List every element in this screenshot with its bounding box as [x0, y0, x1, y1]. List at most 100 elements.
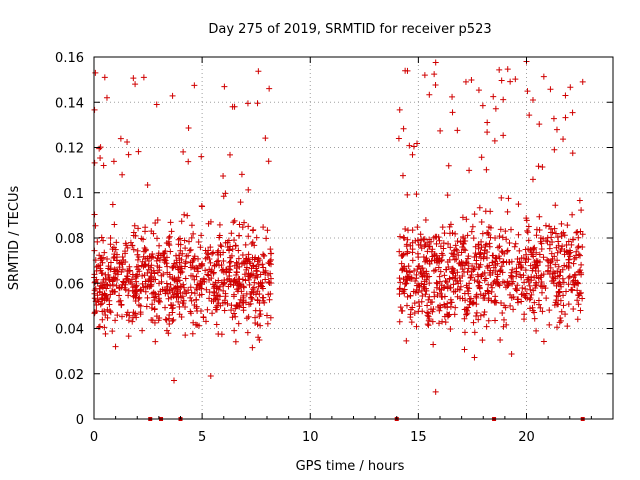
data-point	[547, 86, 554, 93]
data-point	[505, 195, 512, 202]
data-point	[479, 230, 486, 237]
data-point	[119, 253, 126, 260]
data-point	[183, 253, 190, 260]
data-point	[194, 265, 201, 272]
data-point	[241, 219, 248, 226]
data-point	[467, 295, 474, 302]
data-point	[235, 255, 242, 262]
data-point	[177, 283, 184, 290]
data-point	[473, 257, 480, 264]
data-point	[138, 288, 145, 295]
data-point	[191, 276, 198, 283]
data-point	[151, 306, 158, 313]
data-point	[230, 282, 237, 289]
data-point	[548, 250, 555, 257]
data-point	[154, 269, 161, 276]
data-point	[190, 230, 197, 237]
data-point	[431, 250, 438, 257]
data-point	[560, 302, 567, 309]
data-point	[440, 245, 447, 252]
data-point	[109, 288, 116, 295]
data-point	[256, 257, 263, 264]
data-point	[563, 288, 570, 295]
data-point	[437, 290, 444, 297]
data-point	[119, 313, 125, 320]
data-point	[495, 280, 502, 287]
data-point	[164, 263, 171, 270]
data-point	[163, 280, 170, 287]
data-point	[396, 318, 403, 325]
data-point	[579, 243, 586, 250]
data-point	[426, 293, 433, 300]
data-point	[163, 240, 170, 247]
data-point	[450, 288, 457, 295]
data-point	[215, 331, 222, 338]
data-point	[455, 252, 462, 259]
data-point	[414, 140, 421, 147]
data-point	[165, 235, 172, 242]
data-point	[416, 303, 423, 310]
data-point	[106, 277, 113, 284]
data-point	[118, 302, 125, 309]
data-point	[489, 259, 496, 266]
data-point	[187, 246, 194, 253]
data-point	[218, 243, 225, 250]
data-point	[163, 327, 170, 334]
x-tick-label: 0	[90, 430, 98, 445]
data-point	[256, 307, 263, 314]
data-point	[145, 266, 152, 273]
x-tick-label: 20	[518, 430, 535, 445]
data-point	[222, 293, 229, 300]
data-point	[574, 287, 581, 294]
data-point	[487, 234, 494, 241]
data-point	[211, 289, 218, 296]
data-point	[484, 129, 491, 136]
data-point	[524, 229, 531, 236]
data-point	[477, 291, 484, 298]
data-point	[264, 320, 271, 327]
y-tick-label: 0.1	[63, 187, 84, 202]
data-point	[114, 271, 121, 278]
data-point	[185, 238, 192, 245]
data-point	[396, 290, 403, 297]
data-point	[116, 292, 123, 299]
data-point	[446, 275, 453, 282]
data-point	[437, 304, 444, 311]
data-point	[120, 278, 127, 285]
data-point	[504, 248, 511, 255]
data-point	[267, 275, 274, 282]
data-point	[411, 267, 418, 274]
data-point	[413, 191, 420, 198]
data-point	[426, 243, 433, 250]
data-point	[512, 240, 519, 247]
data-point	[124, 244, 131, 251]
data-point	[187, 284, 194, 291]
data-point	[220, 249, 227, 256]
y-tick-label: 0	[76, 413, 84, 428]
data-point	[236, 276, 243, 283]
data-point	[263, 312, 270, 319]
data-point	[257, 271, 264, 278]
grid-lines	[94, 57, 613, 419]
data-point	[415, 241, 422, 248]
data-point	[566, 273, 573, 280]
data-point	[441, 293, 448, 300]
data-point	[125, 268, 132, 275]
data-point	[411, 300, 418, 307]
data-point	[183, 290, 190, 297]
data-point	[477, 261, 484, 268]
data-point	[566, 253, 573, 260]
data-point	[490, 264, 497, 271]
data-point	[235, 247, 242, 254]
data-point	[241, 271, 248, 278]
data-point	[448, 265, 455, 272]
data-point	[423, 285, 430, 292]
data-point	[152, 338, 159, 345]
data-point	[554, 324, 561, 331]
x-axis-label: GPS time / hours	[296, 459, 405, 474]
data-point	[189, 258, 196, 265]
data-point	[434, 255, 441, 262]
data-point	[256, 336, 263, 343]
data-point	[553, 297, 560, 304]
data-point	[268, 250, 275, 257]
